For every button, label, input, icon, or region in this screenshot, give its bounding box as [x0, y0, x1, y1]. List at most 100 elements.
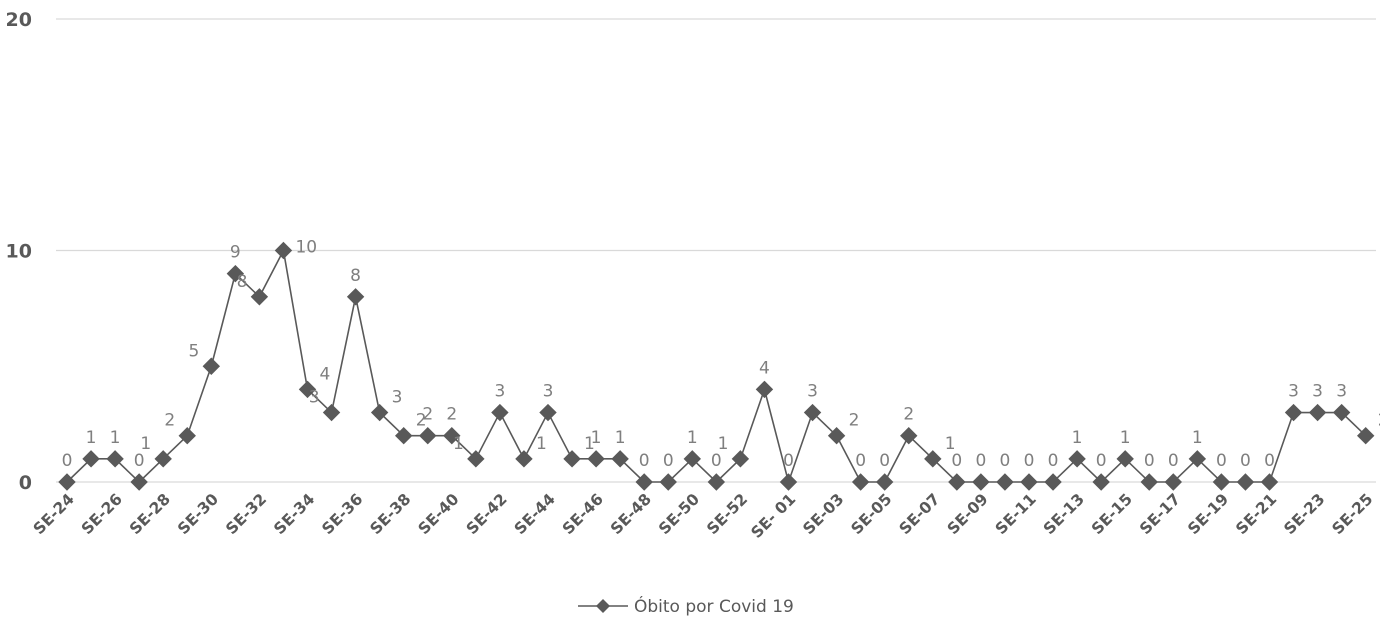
data-point-marker: [1140, 473, 1158, 491]
data-point-marker: [443, 426, 461, 445]
x-tick-label: SE-25: [1329, 490, 1377, 538]
x-axis-tick-labels: SE-24 SE-26 SE-28 SE-30 SE-32 SE-34 SE-36 SE-38…: [30, 490, 1377, 542]
data-point-marker: [1260, 473, 1279, 491]
data-label: 1: [1120, 428, 1131, 448]
data-label: 0: [1048, 451, 1059, 471]
data-point-marker: [539, 403, 557, 422]
x-tick-label: SE- 01: [748, 490, 800, 542]
data-label: 2: [446, 405, 457, 425]
x-tick-label: SE-15: [1088, 490, 1136, 538]
data-label: 0: [1216, 451, 1227, 471]
data-point-marker: [1284, 403, 1303, 422]
data-point-marker: [948, 473, 966, 491]
data-point-marker: [178, 426, 196, 445]
data-label: 1: [110, 428, 121, 448]
x-tick-label: SE-24: [30, 490, 78, 538]
data-label: 0: [783, 451, 794, 471]
x-tick-label: SE-30: [174, 490, 222, 538]
x-tick-label: SE-46: [559, 490, 607, 538]
data-point-marker: [82, 450, 100, 468]
data-label: 0: [711, 451, 722, 471]
data-label: 1: [584, 434, 595, 454]
data-point-marker: [1044, 473, 1062, 491]
data-point-marker: [1236, 473, 1255, 491]
data-point-marker: [707, 473, 726, 491]
data-point-marker: [274, 241, 293, 260]
data-point-markers: [58, 241, 1375, 491]
legend: Óbito por Covid 19: [578, 595, 794, 617]
data-label: 8: [350, 266, 361, 286]
data-point-marker: [827, 426, 846, 445]
data-label: 0: [62, 451, 73, 471]
data-label: 10: [295, 238, 317, 258]
data-point-marker: [996, 473, 1014, 491]
data-point-marker: [803, 403, 822, 422]
data-point-marker: [370, 403, 389, 422]
data-point-marker: [1188, 450, 1207, 468]
x-tick-label: SE-34: [270, 490, 318, 538]
data-point-marker: [515, 450, 533, 468]
data-label: 1: [718, 434, 729, 454]
data-point-marker: [130, 473, 148, 491]
data-label: 1: [1192, 428, 1203, 448]
data-point-marker: [202, 357, 221, 375]
data-label: 4: [320, 364, 331, 384]
data-label: 0: [1168, 451, 1179, 471]
x-tick-label: SE-38: [367, 490, 415, 538]
x-tick-label: SE-40: [415, 490, 463, 538]
data-point-marker: [755, 380, 774, 399]
data-point-marker: [394, 426, 413, 445]
x-tick-label: SE-50: [655, 490, 703, 538]
x-tick-label: SE-48: [607, 490, 655, 538]
data-label: 0: [1144, 451, 1155, 471]
x-tick-label: SE-11: [992, 490, 1040, 538]
data-label: 3: [1312, 382, 1323, 402]
data-point-marker: [611, 450, 629, 468]
data-point-marker: [1068, 450, 1086, 468]
x-tick-label: SE-52: [703, 490, 751, 538]
data-point-marker: [1020, 473, 1038, 491]
data-point-marker: [154, 450, 172, 468]
data-label: 0: [1096, 451, 1107, 471]
data-point-marker: [563, 450, 581, 468]
x-tick-label: SE-23: [1281, 490, 1329, 538]
x-tick-label: SE-05: [848, 490, 896, 538]
data-label: 5: [188, 341, 199, 361]
legend-series-name: Óbito por Covid 19: [634, 595, 794, 617]
data-label: 2: [416, 411, 427, 431]
data-label: 8: [237, 272, 248, 292]
data-point-marker: [683, 450, 702, 468]
data-label: 3: [1336, 382, 1347, 402]
data-label: 3: [392, 388, 403, 408]
series-line-group: [66, 248, 1367, 485]
data-point-marker: [346, 288, 365, 306]
data-point-marker: [467, 450, 485, 468]
data-point-marker: [972, 473, 990, 491]
x-tick-label: SE-13: [1040, 490, 1088, 538]
y-axis-tick-labels: 0 10 20: [6, 9, 32, 494]
data-label: 1: [536, 434, 547, 454]
x-tick-label: SE-26: [78, 490, 126, 538]
data-label: 1: [615, 428, 626, 448]
data-label: 0: [1024, 451, 1035, 471]
data-label: 9: [230, 243, 241, 263]
data-label: 0: [855, 451, 866, 471]
data-label: 1: [140, 434, 151, 454]
data-point-marker: [58, 473, 76, 491]
gridlines: [56, 18, 1376, 483]
y-tick-label: 10: [6, 241, 32, 263]
x-tick-label: SE-42: [463, 490, 511, 538]
data-label: 0: [1000, 451, 1011, 471]
data-label: 0: [663, 451, 674, 471]
data-point-marker: [659, 473, 677, 491]
data-label: 2: [1378, 411, 1380, 431]
data-point-marker: [587, 450, 605, 468]
data-point-marker: [875, 473, 894, 491]
x-tick-label: SE-19: [1184, 490, 1232, 538]
data-point-marker: [924, 450, 942, 468]
x-tick-label: SE-36: [319, 490, 367, 538]
x-tick-label: SE-09: [944, 490, 992, 538]
data-point-marker: [1356, 426, 1375, 445]
series-line: [66, 248, 1367, 485]
